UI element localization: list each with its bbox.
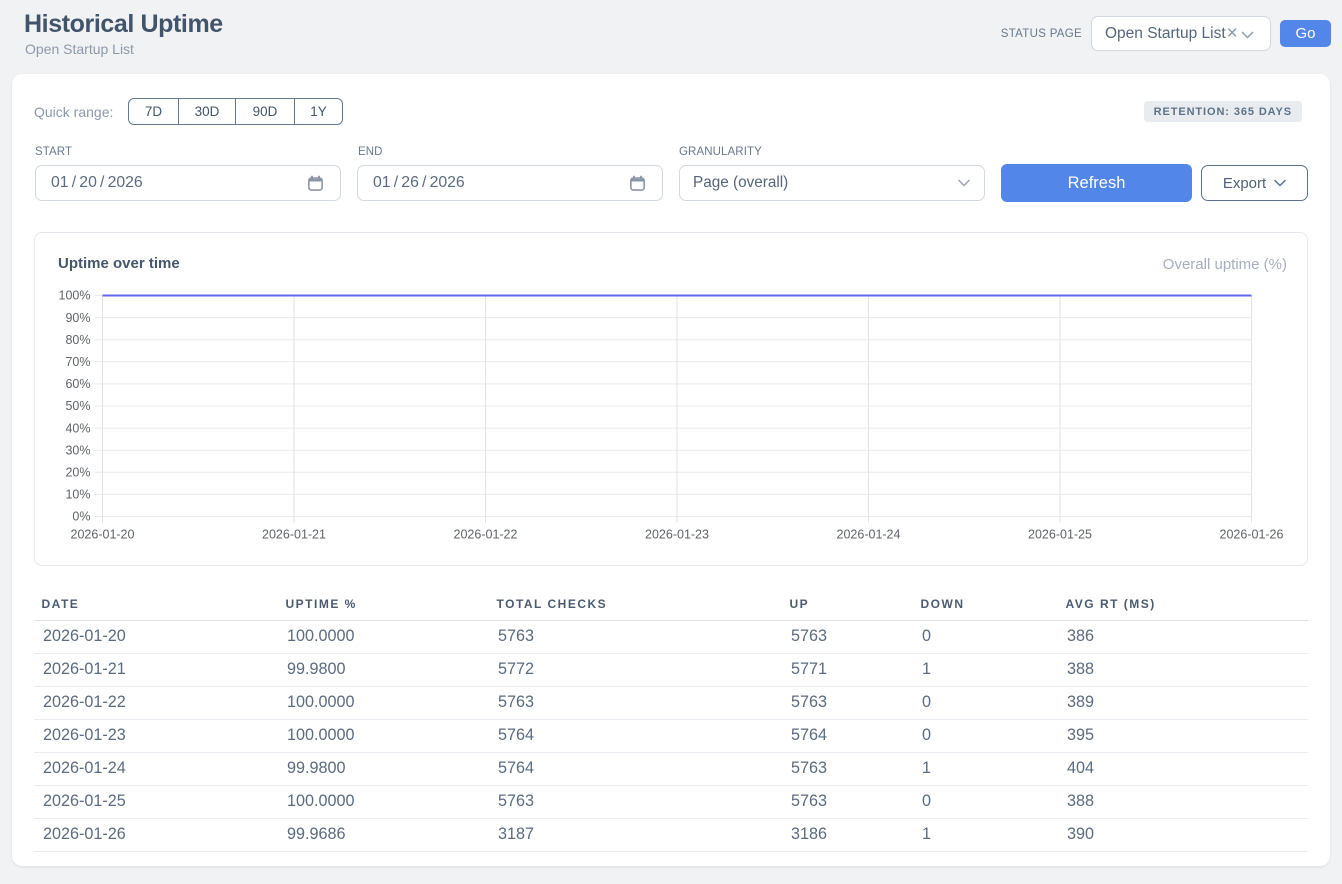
svg-text:90%: 90%	[65, 311, 90, 325]
svg-text:2026-01-24: 2026-01-24	[837, 528, 901, 542]
svg-text:30%: 30%	[65, 443, 90, 457]
svg-text:50%: 50%	[65, 399, 90, 413]
svg-text:2026-01-23: 2026-01-23	[645, 528, 709, 542]
svg-text:60%: 60%	[65, 377, 90, 391]
svg-text:2026-01-21: 2026-01-21	[262, 528, 326, 542]
svg-text:2026-01-20: 2026-01-20	[71, 528, 135, 542]
svg-text:40%: 40%	[65, 421, 90, 435]
svg-text:2026-01-25: 2026-01-25	[1028, 528, 1092, 542]
svg-text:70%: 70%	[65, 355, 90, 369]
svg-text:2026-01-22: 2026-01-22	[454, 528, 518, 542]
svg-text:20%: 20%	[65, 466, 90, 480]
svg-text:100%: 100%	[59, 289, 91, 303]
svg-text:2026-01-26: 2026-01-26	[1220, 528, 1284, 542]
svg-text:80%: 80%	[65, 333, 90, 347]
svg-text:0%: 0%	[72, 510, 90, 524]
svg-text:10%: 10%	[65, 488, 90, 502]
